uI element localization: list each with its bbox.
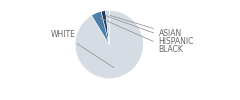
Wedge shape bbox=[75, 10, 143, 79]
Text: HISPANIC: HISPANIC bbox=[107, 16, 194, 46]
Text: ASIAN: ASIAN bbox=[110, 15, 182, 38]
Wedge shape bbox=[106, 10, 109, 44]
Wedge shape bbox=[91, 11, 109, 44]
Text: BLACK: BLACK bbox=[100, 18, 184, 54]
Text: WHITE: WHITE bbox=[51, 30, 114, 68]
Wedge shape bbox=[101, 11, 109, 45]
